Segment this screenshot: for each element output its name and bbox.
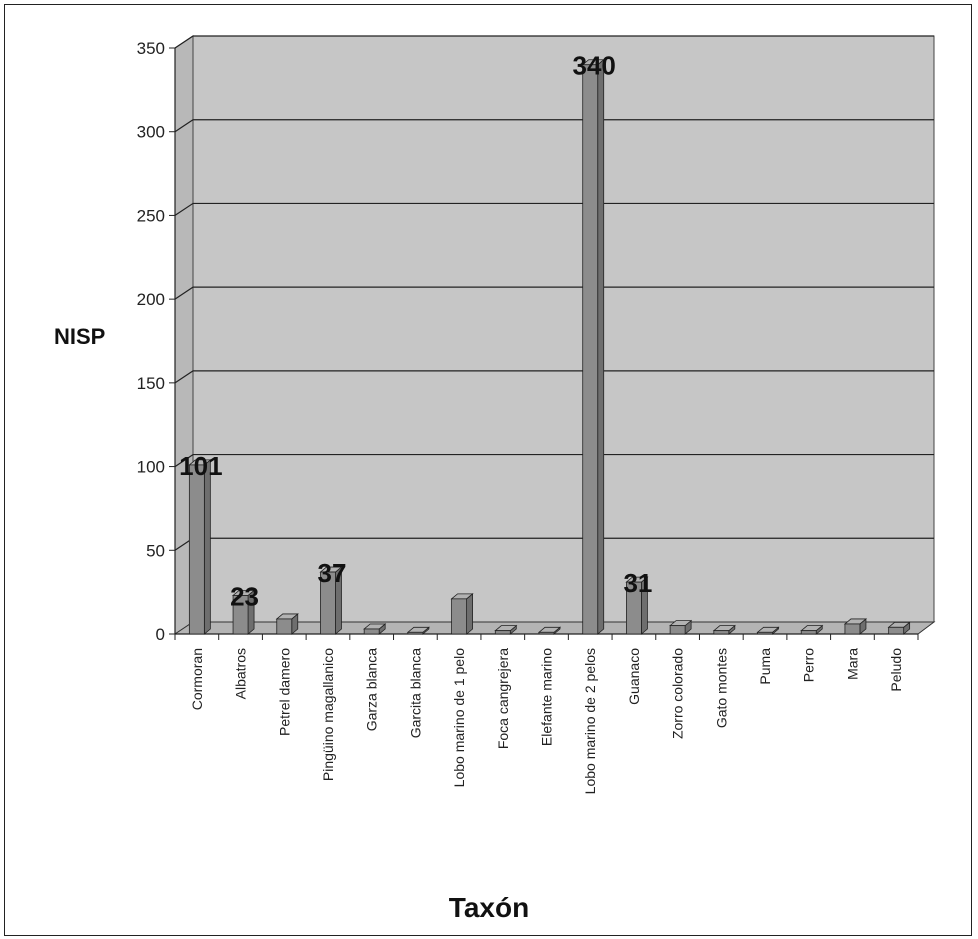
data-label: 340 bbox=[573, 51, 616, 81]
bar bbox=[669, 625, 686, 635]
bar bbox=[320, 571, 336, 635]
bar bbox=[888, 626, 905, 635]
bar bbox=[232, 595, 249, 635]
gridline bbox=[174, 370, 934, 384]
x-axis-title: Taxón bbox=[448, 892, 530, 923]
y-tick-label: 0 bbox=[156, 625, 165, 644]
bar bbox=[363, 628, 380, 635]
data-label: 23 bbox=[230, 581, 259, 611]
data-label: 37 bbox=[318, 558, 347, 588]
gridline bbox=[174, 119, 934, 133]
x-tick-label: Albatros bbox=[233, 648, 249, 699]
bar bbox=[276, 618, 293, 635]
data-label: 101 bbox=[179, 451, 222, 481]
x-tick-label: Garcita blanca bbox=[407, 648, 423, 738]
y-tick-label: 150 bbox=[137, 374, 165, 393]
y-tick-label: 100 bbox=[137, 458, 165, 477]
x-tick-label: Mara bbox=[844, 648, 860, 680]
bar bbox=[713, 630, 730, 635]
x-tick-label: Petrel damero bbox=[276, 648, 292, 736]
bar bbox=[626, 581, 642, 635]
plot-back-wall bbox=[192, 35, 935, 623]
bar bbox=[407, 631, 424, 635]
x-tick-label: Garza blanca bbox=[364, 648, 380, 731]
x-tick-label: Lobo marino de 1 pelo bbox=[451, 648, 467, 788]
x-tick-label: Zorro colorado bbox=[670, 648, 686, 739]
y-tick-label: 250 bbox=[137, 206, 165, 225]
bar bbox=[451, 598, 467, 635]
x-tick-label: Guanaco bbox=[626, 648, 642, 705]
bar-side bbox=[466, 592, 473, 635]
gridline bbox=[174, 286, 934, 300]
x-tick-label: Peludo bbox=[888, 648, 904, 692]
x-tick-label: Perro bbox=[801, 648, 817, 682]
gridline bbox=[174, 35, 934, 49]
x-tick-label: Gato montes bbox=[713, 648, 729, 728]
x-tick-label: Foca cangrejera bbox=[495, 648, 511, 749]
bar bbox=[494, 630, 511, 635]
x-tick-label: Pingüino magallanico bbox=[320, 648, 336, 781]
bar bbox=[844, 623, 861, 635]
x-tick-label: Cormoran bbox=[189, 648, 205, 710]
bar bbox=[538, 631, 555, 635]
gridline bbox=[174, 453, 934, 468]
y-tick-label: 300 bbox=[137, 123, 165, 142]
y-tick-label: 50 bbox=[146, 541, 165, 560]
x-tick-label: Elefante marino bbox=[539, 648, 555, 746]
y-tick-label: 350 bbox=[137, 39, 165, 58]
data-label: 31 bbox=[623, 568, 652, 598]
bar-side bbox=[597, 58, 605, 635]
gridline bbox=[174, 202, 934, 216]
bar bbox=[582, 64, 599, 635]
y-axis-title: NISP bbox=[54, 324, 106, 349]
bar bbox=[757, 631, 773, 635]
bar-side bbox=[203, 459, 211, 635]
bar bbox=[188, 464, 205, 635]
x-tick-label: Puma bbox=[757, 648, 773, 685]
x-tick-label: Lobo marino de 2 pelos bbox=[582, 648, 598, 794]
y-tick-label: 200 bbox=[137, 290, 165, 309]
bar bbox=[800, 630, 817, 635]
